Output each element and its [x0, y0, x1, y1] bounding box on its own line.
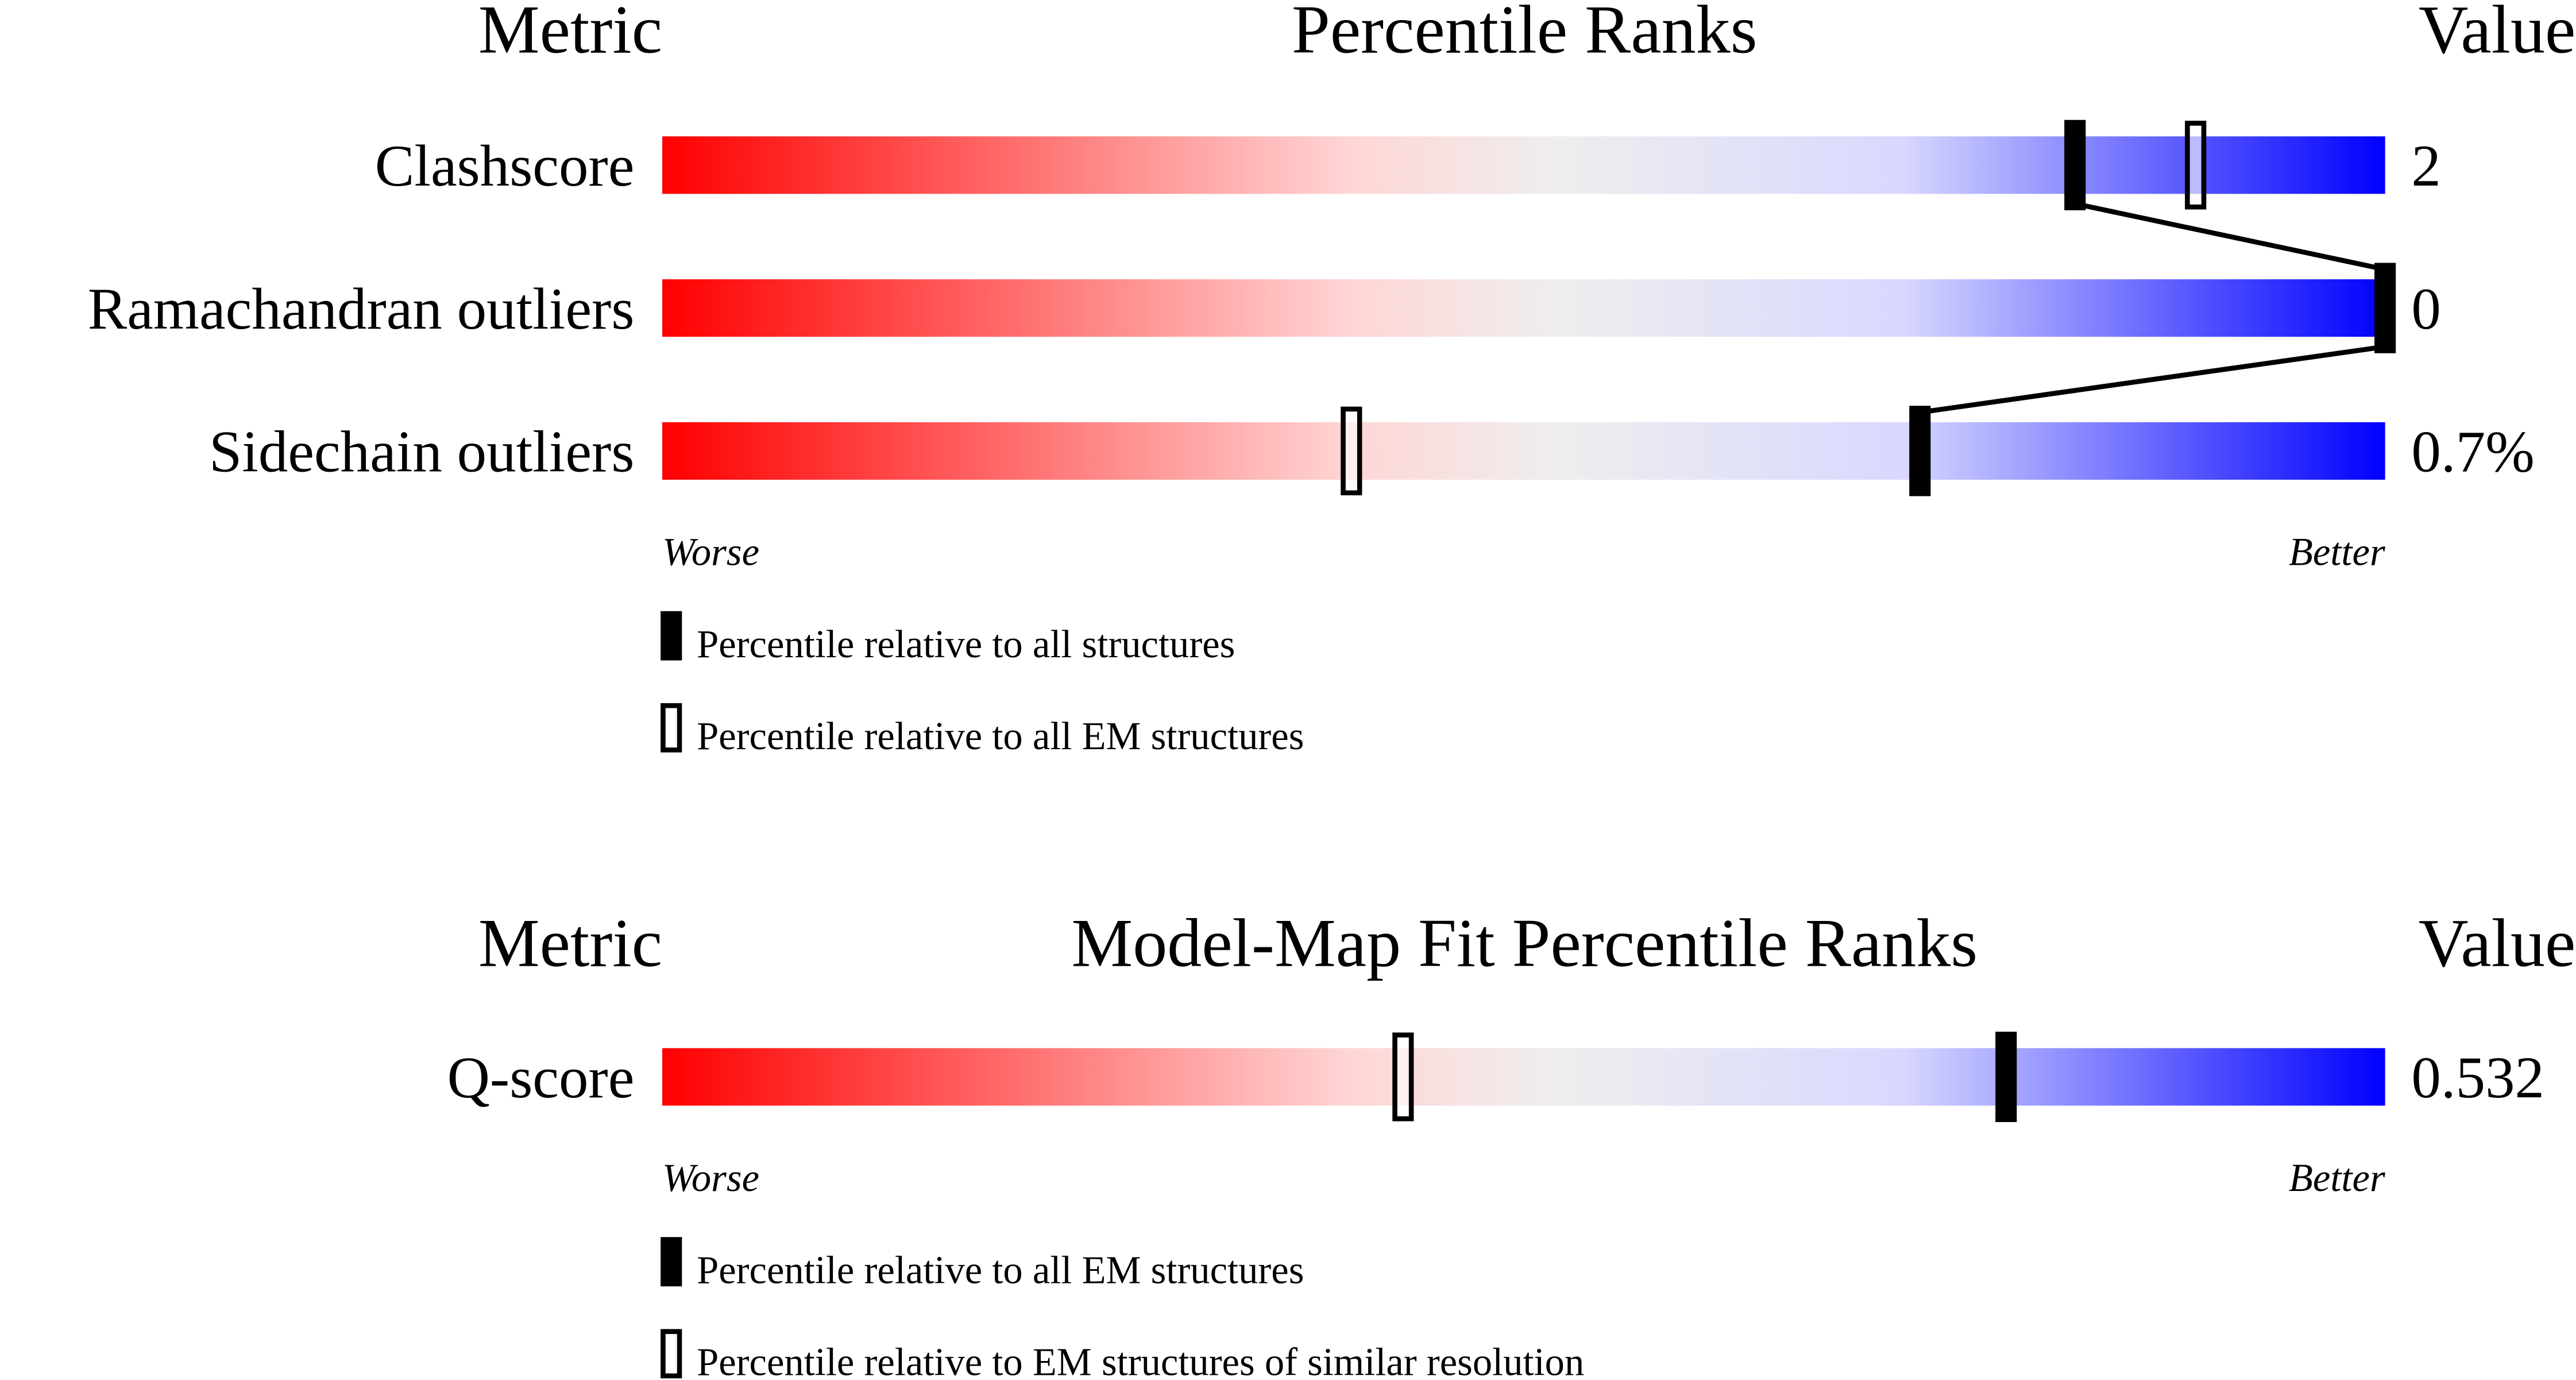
open-percentile-marker — [1392, 1032, 1414, 1121]
legend-open-label-2: Percentile relative to EM structures of … — [697, 1340, 1584, 1380]
value-header-2: Value — [2419, 904, 2575, 981]
filled-percentile-marker — [2064, 120, 2086, 211]
metric-label: Q-score — [447, 1045, 635, 1111]
percentile-bar — [662, 422, 2385, 480]
axis-label-worse-2: Worse — [662, 1156, 759, 1200]
legend-open-marker — [661, 703, 682, 753]
percentile-bar — [662, 136, 2385, 194]
metric-label: Ramachandran outliers — [88, 276, 635, 342]
metric-value: 0 — [2411, 276, 2440, 342]
connector-line — [1920, 344, 2386, 415]
metric-value: 2 — [2411, 133, 2440, 199]
legend-open-label: Percentile relative to all EM structures — [697, 714, 1304, 758]
chart-title-2: Model-Map Fit Percentile Ranks — [1071, 904, 1978, 981]
filled-percentile-marker — [2374, 263, 2396, 353]
connector-line — [2074, 201, 2386, 272]
open-percentile-marker — [2185, 121, 2207, 210]
legend-filled-marker — [661, 611, 682, 661]
percentile-bar — [662, 279, 2385, 337]
axis-label-worse: Worse — [662, 530, 759, 574]
metric-label: Sidechain outliers — [209, 419, 634, 485]
metric-header: Metric — [478, 0, 662, 68]
value-header: Value — [2419, 0, 2575, 68]
metric-label: Clashscore — [375, 133, 635, 199]
legend-filled-label: Percentile relative to all structures — [697, 622, 1235, 666]
open-percentile-marker — [1341, 406, 1362, 496]
axis-label-better-2: Better — [2289, 1156, 2385, 1200]
metric-header-2: Metric — [478, 904, 662, 981]
panel-model-map-fit: Q-score 0.532 — [447, 1031, 2544, 1123]
legend-filled-marker-2 — [661, 1237, 682, 1287]
metric-value: 0.7% — [2411, 419, 2534, 485]
chart-title: Percentile Ranks — [1292, 0, 1757, 68]
legend-filled-label-2: Percentile relative to all EM structures — [697, 1248, 1304, 1292]
panel-percentile-ranks: Clashscore 2 Ramachandran outliers 0 Sidecha… — [88, 120, 2535, 496]
percentile-bar — [662, 1048, 2385, 1106]
filled-percentile-marker — [1909, 406, 1931, 496]
filled-percentile-marker — [1995, 1031, 2017, 1123]
axis-label-better: Better — [2289, 530, 2385, 574]
metric-value: 0.532 — [2411, 1045, 2544, 1111]
legend-open-marker-2 — [661, 1329, 682, 1379]
